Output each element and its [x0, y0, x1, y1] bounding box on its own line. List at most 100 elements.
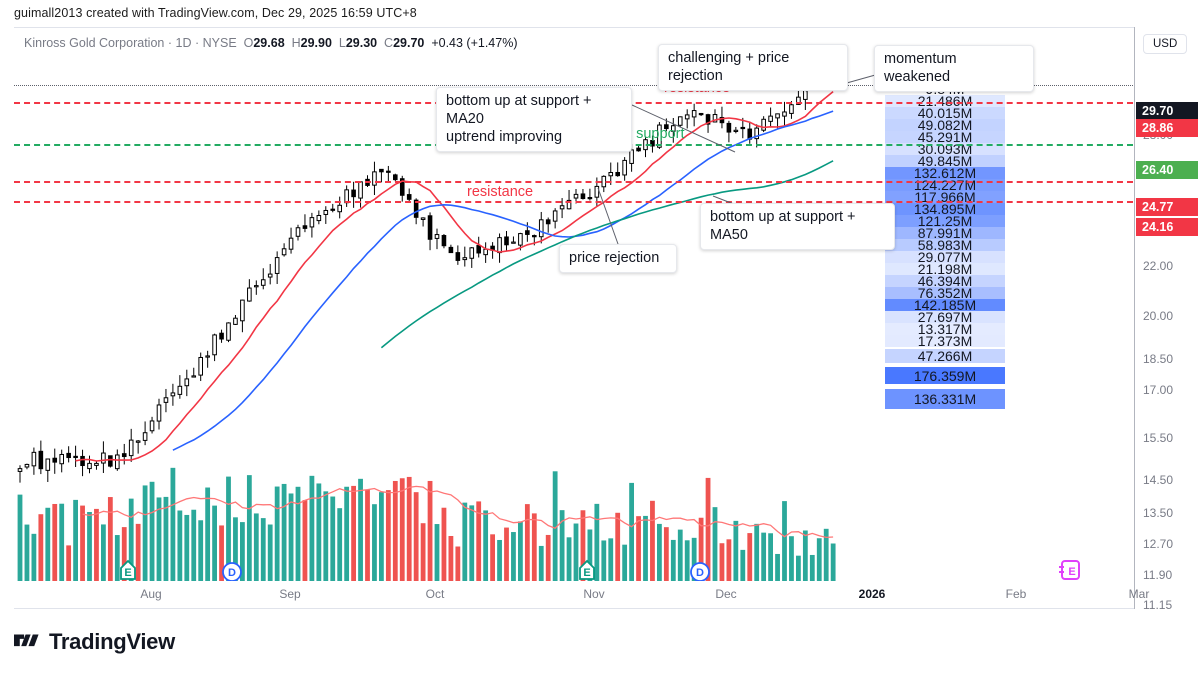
- volume-profile-label: 117.966M: [914, 189, 976, 205]
- tradingview-footer[interactable]: TradingView: [14, 629, 175, 655]
- hline-last-price-dotted[interactable]: [14, 85, 1133, 86]
- svg-text:D: D: [228, 567, 236, 579]
- volume-profile-row[interactable]: [885, 167, 1005, 179]
- time-tick: Dec: [715, 587, 737, 601]
- volume-profile-label: 58.983M: [917, 237, 973, 253]
- price-axis[interactable]: USD 28.0026.4022.0020.0018.5017.0015.501…: [1134, 27, 1200, 612]
- volume-profile-label: 29.077M: [917, 249, 973, 265]
- volume-profile-label: 87.991M: [917, 225, 973, 241]
- price-tick: 12.70: [1143, 537, 1174, 551]
- hline-resistance-24-16[interactable]: [14, 201, 1133, 203]
- volume-profile-label: 76.352M: [917, 285, 973, 301]
- interval-label[interactable]: 1D: [175, 36, 192, 50]
- attribution-text: guimall2013 created with TradingView.com…: [14, 6, 417, 20]
- volume-profile-row[interactable]: [885, 203, 1005, 215]
- time-tick: Nov: [583, 587, 605, 601]
- price-tick: 11.15: [1143, 598, 1173, 612]
- close-label: C: [384, 36, 394, 50]
- volume-profile-label: 176.359M: [913, 367, 977, 384]
- time-tick: Feb: [1005, 587, 1027, 601]
- volume-profile-row[interactable]: [885, 275, 1005, 287]
- price-tag-red[interactable]: 24.77: [1136, 198, 1198, 216]
- volume-profile-row[interactable]: [885, 107, 1005, 119]
- volume-profile-label: 132.612M: [913, 165, 977, 181]
- volume-profile-label: 49.082M: [917, 117, 973, 133]
- svg-text:D: D: [696, 567, 704, 579]
- volume-profile-label: 134.895M: [913, 201, 977, 217]
- time-tick: Sep: [279, 587, 301, 601]
- price-tag-red[interactable]: 28.86: [1136, 119, 1198, 137]
- hline-resistance-24-77[interactable]: [14, 181, 1133, 183]
- volume-profile-row[interactable]: [885, 119, 1005, 131]
- price-tag-black[interactable]: 29.70: [1136, 102, 1198, 120]
- price-tick: 11.90: [1143, 568, 1173, 582]
- volume-profile-row[interactable]: [885, 335, 1005, 347]
- change-value: +0.43 (+1.47%): [431, 36, 518, 50]
- close-value: 29.70: [393, 36, 425, 50]
- volume-profile-label: 142.185M: [913, 297, 977, 313]
- marker-e[interactable]: E: [579, 559, 595, 580]
- marker-d[interactable]: D: [690, 562, 710, 581]
- legend-separator-2: ·: [194, 36, 200, 50]
- volume-profile-label: 27.697M: [917, 309, 973, 325]
- time-tick: Mar: [1128, 587, 1150, 601]
- annotation-bottom-ma20[interactable]: bottom up at support + MA20 uptrend impr…: [436, 87, 632, 153]
- volume-profile-row[interactable]: [885, 95, 1005, 107]
- currency-badge[interactable]: USD: [1143, 34, 1188, 54]
- price-tag-green[interactable]: 26.40: [1136, 161, 1198, 179]
- price-tick: 15.50: [1143, 431, 1174, 445]
- volume-profile-row[interactable]: [885, 251, 1005, 263]
- annotation-challenging[interactable]: challenging + price rejection: [658, 44, 848, 92]
- volume-profile-row[interactable]: [885, 263, 1005, 275]
- annotation-momentum[interactable]: momentum weakened: [874, 45, 1034, 93]
- volume-profile-row[interactable]: [885, 389, 1005, 409]
- marker-e[interactable]: E: [120, 559, 136, 580]
- volume-profile-label: 13.317M: [917, 321, 973, 337]
- exchange-label: NYSE: [202, 36, 237, 50]
- tradingview-wordmark: TradingView: [49, 629, 175, 654]
- volume-profile-row[interactable]: [885, 155, 1005, 167]
- high-value: 29.90: [300, 36, 332, 50]
- volume-profile-row[interactable]: [885, 367, 1005, 384]
- volume-profile-row[interactable]: [885, 227, 1005, 239]
- volume-profile-label: 40.015M: [917, 105, 973, 121]
- time-axis[interactable]: Aug Sep Oct Nov Dec 2026 Feb Mar: [14, 583, 1200, 609]
- symbol-legend[interactable]: Kinross Gold Corporation · 1D · NYSE O 29…: [24, 36, 517, 50]
- volume-profile-row[interactable]: [885, 215, 1005, 227]
- marker-e-future[interactable]: E: [1059, 560, 1080, 580]
- price-tick: 18.50: [1143, 352, 1174, 366]
- low-label: L: [338, 36, 346, 50]
- marker-d[interactable]: D: [222, 562, 242, 581]
- volume-profile-label: 21.486M: [917, 93, 973, 109]
- volume-profile-label: 46.394M: [917, 273, 973, 289]
- volume-profile-row[interactable]: [885, 191, 1005, 203]
- symbol-name[interactable]: Kinross Gold Corporation: [24, 36, 165, 50]
- open-label: O: [243, 36, 254, 50]
- annotation-price-reject[interactable]: price rejection: [559, 244, 677, 274]
- price-tick: 20.00: [1143, 309, 1174, 323]
- volume-profile-row[interactable]: [885, 323, 1005, 335]
- volume-profile-label: 47.266M: [917, 348, 973, 364]
- price-tick: 14.50: [1143, 473, 1174, 487]
- volume-profile-label: 21.198M: [917, 261, 973, 277]
- annotation-bottom-ma50[interactable]: bottom up at support + MA50: [700, 203, 895, 251]
- volume-profile-row[interactable]: [885, 349, 1005, 363]
- volume-profile-label: 17.373M: [917, 333, 973, 349]
- volume-profile-row[interactable]: [885, 131, 1005, 143]
- volume-profile-row[interactable]: [885, 299, 1005, 311]
- price-tag-red[interactable]: 24.16: [1136, 218, 1198, 236]
- price-tick: 22.00: [1143, 259, 1174, 273]
- svg-text:E: E: [583, 567, 590, 579]
- low-value: 29.30: [345, 36, 378, 50]
- volume-profile-row[interactable]: [885, 239, 1005, 251]
- legend-separator-1: ·: [167, 36, 173, 50]
- high-label: H: [291, 36, 301, 50]
- time-tick: Aug: [140, 587, 162, 601]
- volume-profile-row[interactable]: [885, 287, 1005, 299]
- svg-text:E: E: [124, 567, 131, 579]
- volume-profile[interactable]: 9.84M21.486M40.015M49.082M45.291M30.093M…: [885, 28, 1005, 581]
- volume-profile-row[interactable]: [885, 143, 1005, 155]
- volume-profile-row[interactable]: [885, 311, 1005, 323]
- time-tick: 2026: [858, 587, 886, 601]
